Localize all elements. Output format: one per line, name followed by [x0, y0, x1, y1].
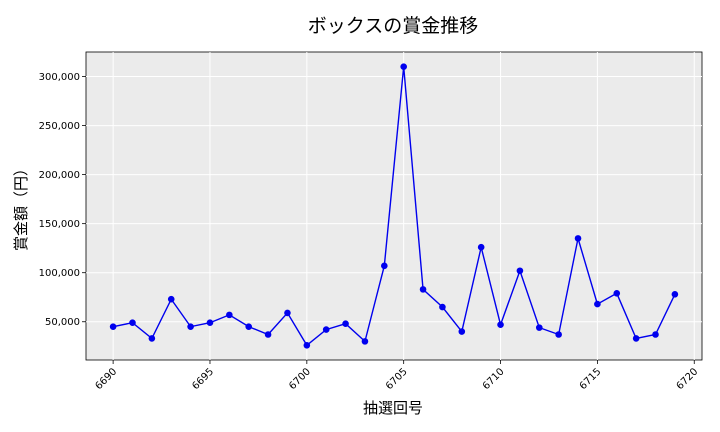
data-point [574, 235, 582, 242]
y-axis-ticks: 50,000 100,000 150,000 200,000 250,000 300,00… [39, 72, 86, 328]
data-point [594, 300, 601, 308]
data-point [129, 319, 136, 327]
data-point [516, 267, 524, 275]
x-tick-label: 6710 [481, 366, 507, 392]
series-group [109, 63, 679, 349]
data-point [167, 295, 175, 303]
data-point [226, 311, 233, 319]
x-tick-label: 6695 [190, 366, 216, 392]
y-tick-label: 200,000 [39, 170, 80, 181]
data-point [284, 309, 291, 317]
data-point [632, 335, 640, 342]
data-point [148, 335, 156, 342]
y-tick-label: 150,000 [39, 219, 80, 230]
data-point [477, 243, 485, 251]
y-tick-label: 100,000 [39, 268, 80, 279]
grid-lines [86, 52, 702, 360]
plot-area [85, 51, 703, 361]
data-point [303, 341, 311, 349]
x-tick-label: 6715 [578, 366, 604, 392]
y-tick-label: 50,000 [45, 317, 80, 328]
data-point [206, 319, 214, 327]
data-point [671, 290, 679, 298]
x-tick-label: 6705 [384, 366, 410, 392]
data-point [322, 326, 330, 333]
data-point [535, 324, 543, 331]
data-point [381, 262, 388, 270]
x-tick-label: 6700 [287, 366, 313, 392]
y-tick-label: 300,000 [39, 72, 80, 83]
x-axis-label: 抽選回号 [363, 399, 423, 417]
data-point [439, 303, 446, 311]
x-tick-label: 6690 [93, 366, 119, 392]
data-point [245, 323, 253, 330]
data-point [187, 323, 194, 330]
data-point [400, 63, 407, 71]
data-point [109, 323, 117, 330]
y-tick-label: 250,000 [39, 121, 80, 132]
y-axis-label: 賞金額（円） [12, 161, 30, 251]
chart-title: ボックスの賞金推移 [308, 15, 478, 37]
x-tick-label: 6720 [675, 366, 701, 392]
data-point [342, 320, 349, 328]
x-axis-ticks: 6690 6695 6700 6705 6710 6715 6720 [93, 360, 700, 392]
data-point [419, 286, 427, 293]
data-point [613, 289, 621, 297]
data-point [264, 331, 272, 338]
data-point [555, 331, 562, 338]
data-point [361, 338, 369, 345]
data-point [652, 331, 659, 338]
data-point [458, 328, 466, 335]
data-point [497, 321, 504, 328]
